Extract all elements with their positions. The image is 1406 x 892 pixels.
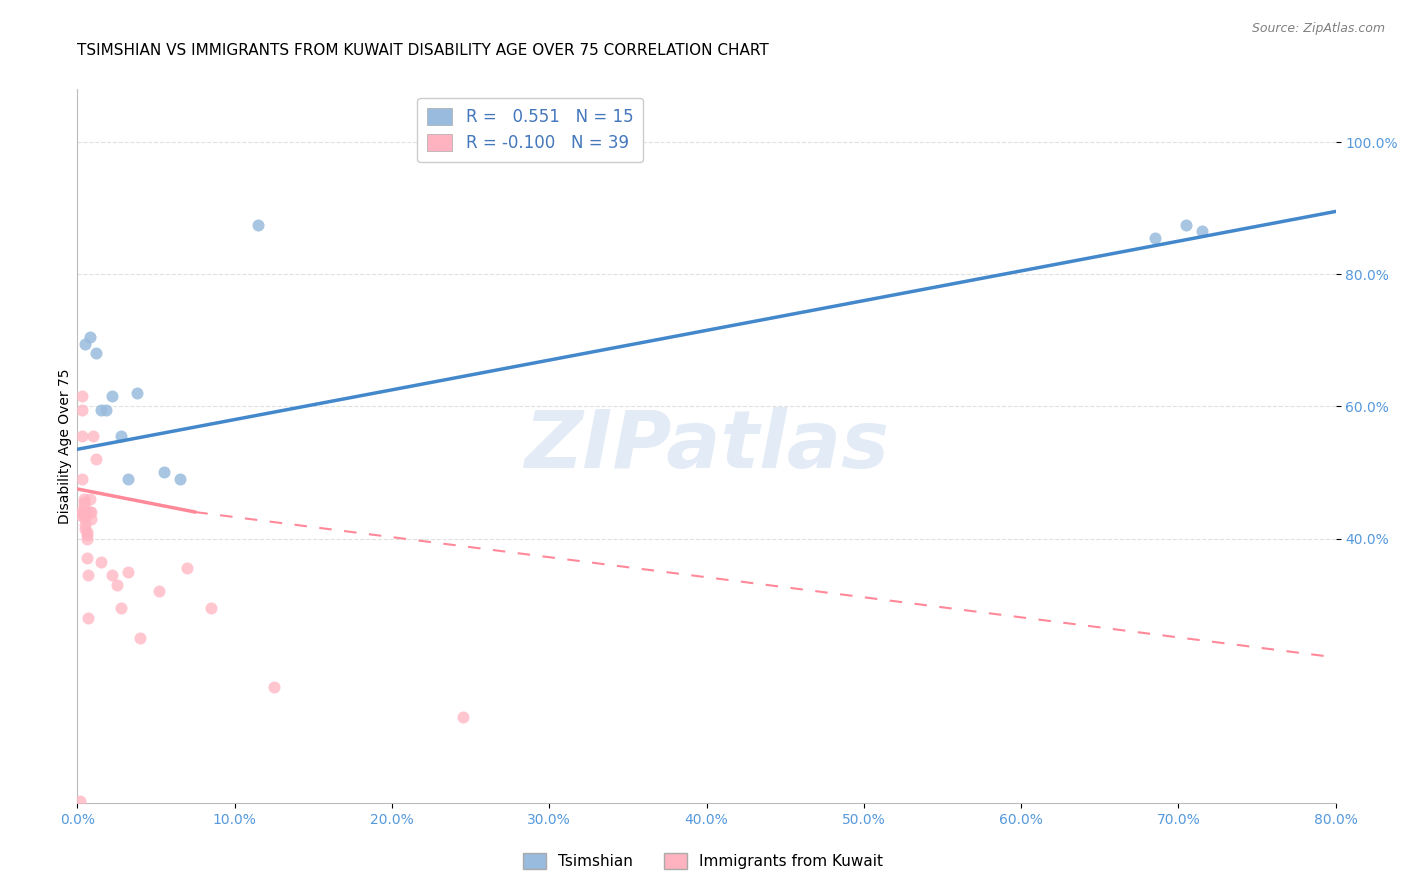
Point <box>70 472 93 486</box>
Point <box>72 495 94 509</box>
Point <box>451 710 474 724</box>
Point <box>110 600 132 615</box>
Point <box>80 505 103 519</box>
Text: Source: ZipAtlas.com: Source: ZipAtlas.com <box>1251 22 1385 36</box>
Text: TSIMSHIAN VS IMMIGRANTS FROM KUWAIT DISABILITY AGE OVER 75 CORRELATION CHART: TSIMSHIAN VS IMMIGRANTS FROM KUWAIT DISA… <box>77 43 769 58</box>
Point <box>75 522 97 536</box>
Point <box>176 561 198 575</box>
Point <box>72 499 94 513</box>
Point <box>75 511 97 525</box>
Point <box>117 565 139 579</box>
Point <box>79 330 101 344</box>
Point <box>110 429 132 443</box>
Text: ZIPatlas: ZIPatlas <box>524 407 889 485</box>
Point <box>84 452 107 467</box>
Point <box>101 567 124 582</box>
Point <box>77 567 100 582</box>
Point <box>70 389 93 403</box>
Point <box>200 600 222 615</box>
Point <box>105 578 128 592</box>
Point <box>70 402 93 417</box>
Point <box>80 511 103 525</box>
Point <box>1175 218 1198 232</box>
Point <box>101 389 124 403</box>
Point <box>1143 231 1166 245</box>
Point <box>76 528 98 542</box>
Point <box>72 508 94 523</box>
Point <box>129 631 152 645</box>
Point <box>76 551 98 566</box>
Point <box>70 429 93 443</box>
Point <box>75 505 97 519</box>
Point <box>77 611 100 625</box>
Point <box>117 472 139 486</box>
Point <box>69 505 91 519</box>
Point <box>169 472 191 486</box>
Point <box>72 491 94 506</box>
Legend: Tsimshian, Immigrants from Kuwait: Tsimshian, Immigrants from Kuwait <box>517 847 889 875</box>
Point <box>90 555 112 569</box>
Legend: R =   0.551   N = 15, R = -0.100   N = 39: R = 0.551 N = 15, R = -0.100 N = 39 <box>418 97 644 162</box>
Point <box>79 505 101 519</box>
Point <box>76 524 98 539</box>
Point <box>75 336 97 351</box>
Point <box>72 505 94 519</box>
Point <box>127 386 149 401</box>
Point <box>84 346 107 360</box>
Point <box>76 532 98 546</box>
Point <box>90 402 112 417</box>
Point <box>247 218 270 232</box>
Point <box>82 429 104 443</box>
Point <box>79 491 101 506</box>
Point <box>69 795 91 809</box>
Point <box>153 466 176 480</box>
Y-axis label: Disability Age Over 75: Disability Age Over 75 <box>58 368 72 524</box>
Point <box>1191 224 1213 238</box>
Point <box>263 680 285 694</box>
Point <box>75 518 97 533</box>
Point <box>148 584 170 599</box>
Point <box>94 402 117 417</box>
Point <box>69 508 91 523</box>
